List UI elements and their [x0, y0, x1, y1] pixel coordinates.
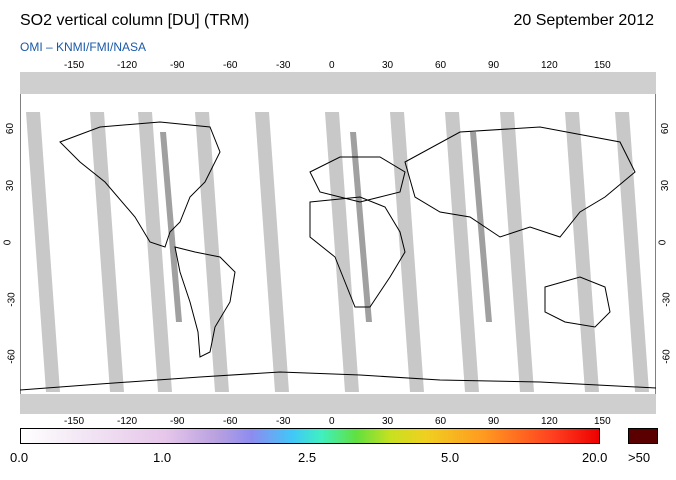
colorbar-max-swatch — [628, 428, 658, 444]
lat-tick-left-3: -30 — [6, 292, 18, 307]
lat-tick-right-4: -60 — [661, 349, 673, 364]
lat-tick-right-0: 60 — [660, 122, 672, 135]
lon-tick-bottom-9: 120 — [541, 416, 558, 427]
lon-tick-top-9: 120 — [541, 60, 558, 71]
lon-tick-bottom-1: -120 — [117, 416, 138, 427]
lon-tick-bottom-6: 30 — [382, 416, 394, 427]
lon-tick-top-6: 30 — [382, 60, 394, 71]
antarctica-coast — [20, 371, 656, 391]
lon-tick-top-10: 150 — [594, 60, 611, 71]
lon-tick-bottom-5: 0 — [329, 416, 335, 427]
africa-coast — [309, 196, 406, 308]
colorbar-label-2: 2.5 — [298, 450, 317, 465]
lon-tick-top-3: -60 — [223, 60, 238, 71]
lon-tick-bottom-7: 60 — [435, 416, 447, 427]
colorbar — [20, 428, 600, 444]
north-america-coast — [59, 121, 221, 248]
lon-tick-top-4: -30 — [276, 60, 291, 71]
lat-tick-left-4: -60 — [6, 349, 18, 364]
lat-tick-left-1: 30 — [5, 179, 17, 192]
data-source-credit: OMI – KNMI/FMI/NASA — [20, 40, 147, 54]
lat-tick-right-3: -30 — [661, 292, 673, 307]
coastlines — [20, 121, 656, 391]
lon-tick-bottom-8: 90 — [488, 416, 500, 427]
colorbar-max-label: >50 — [628, 450, 651, 465]
lon-tick-bottom-3: -60 — [223, 416, 238, 427]
lon-tick-top-8: 90 — [488, 60, 500, 71]
asia-coast — [404, 126, 636, 238]
colorbar-label-4: 20.0 — [582, 450, 608, 465]
south-america-coast — [174, 246, 236, 358]
lon-tick-top-1: -120 — [117, 60, 138, 71]
lat-tick-right-1: 30 — [660, 179, 672, 192]
so2-world-map — [20, 72, 656, 414]
north-polar-band — [20, 72, 656, 94]
map-date: 20 September 2012 — [513, 12, 654, 29]
lon-tick-bottom-4: -30 — [276, 416, 291, 427]
lon-tick-top-5: 0 — [329, 60, 335, 71]
colorbar-label-3: 5.0 — [441, 450, 460, 465]
lon-tick-bottom-10: 150 — [594, 416, 611, 427]
europe-coast — [309, 156, 406, 203]
lat-tick-left-0: 60 — [5, 122, 17, 135]
lon-tick-top-0: -150 — [64, 60, 85, 71]
lon-tick-bottom-0: -150 — [64, 416, 85, 427]
south-polar-band — [20, 394, 656, 414]
colorbar-label-0: 0.0 — [10, 450, 29, 465]
lat-tick-left-2: 0 — [2, 239, 14, 246]
lat-tick-right-2: 0 — [657, 239, 669, 246]
map-title: SO2 vertical column [DU] (TRM) — [20, 12, 250, 29]
lon-tick-bottom-2: -90 — [170, 416, 185, 427]
lon-tick-top-2: -90 — [170, 60, 185, 71]
australia-coast — [544, 276, 611, 328]
orbit-overlap-swaths — [160, 132, 492, 322]
lon-tick-top-7: 60 — [435, 60, 447, 71]
colorbar-label-1: 1.0 — [153, 450, 172, 465]
